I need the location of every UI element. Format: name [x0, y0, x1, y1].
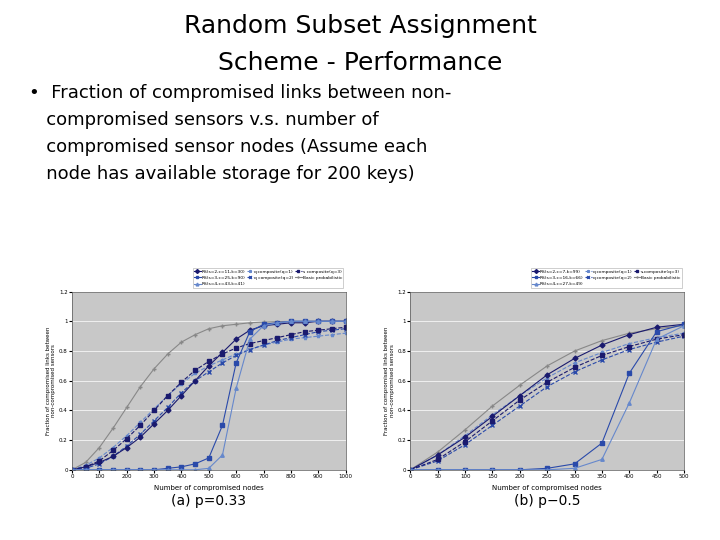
Y-axis label: Fraction of compromised links between
non-compromised sensors: Fraction of compromised links between no…: [384, 327, 395, 435]
Text: (a) p=0.33: (a) p=0.33: [171, 494, 246, 508]
Text: compromised sensor nodes (Assume each: compromised sensor nodes (Assume each: [29, 138, 427, 156]
Text: (b) p−0.5: (b) p−0.5: [514, 494, 580, 508]
Text: Random Subset Assignment: Random Subset Assignment: [184, 14, 536, 37]
Text: node has available storage for 200 keys): node has available storage for 200 keys): [29, 165, 415, 183]
Legend: RS(s=2,c=7,k=99), RS(s=3,c=16,k=66), RS(s=4,c=27,k=49), q-composite(q=1), q-comp: RS(s=2,c=7,k=99), RS(s=3,c=16,k=66), RS(…: [531, 268, 682, 288]
Text: •  Fraction of compromised links between non-: • Fraction of compromised links between …: [29, 84, 451, 102]
Text: compromised sensors v.s. number of: compromised sensors v.s. number of: [29, 111, 379, 129]
Y-axis label: Fraction of compromised links between
non-compromised sensors: Fraction of compromised links between no…: [45, 327, 56, 435]
Text: Scheme - Performance: Scheme - Performance: [218, 51, 502, 75]
Legend: RS(s=2,c=11,k=30), RS(s=3,c=25,k=90), RS(s=4,c=43,k=41), q-composite(q=1), q com: RS(s=2,c=11,k=30), RS(s=3,c=25,k=90), RS…: [193, 268, 343, 288]
X-axis label: Number of compromised nodes: Number of compromised nodes: [154, 484, 264, 490]
X-axis label: Number of compromised nodes: Number of compromised nodes: [492, 484, 602, 490]
